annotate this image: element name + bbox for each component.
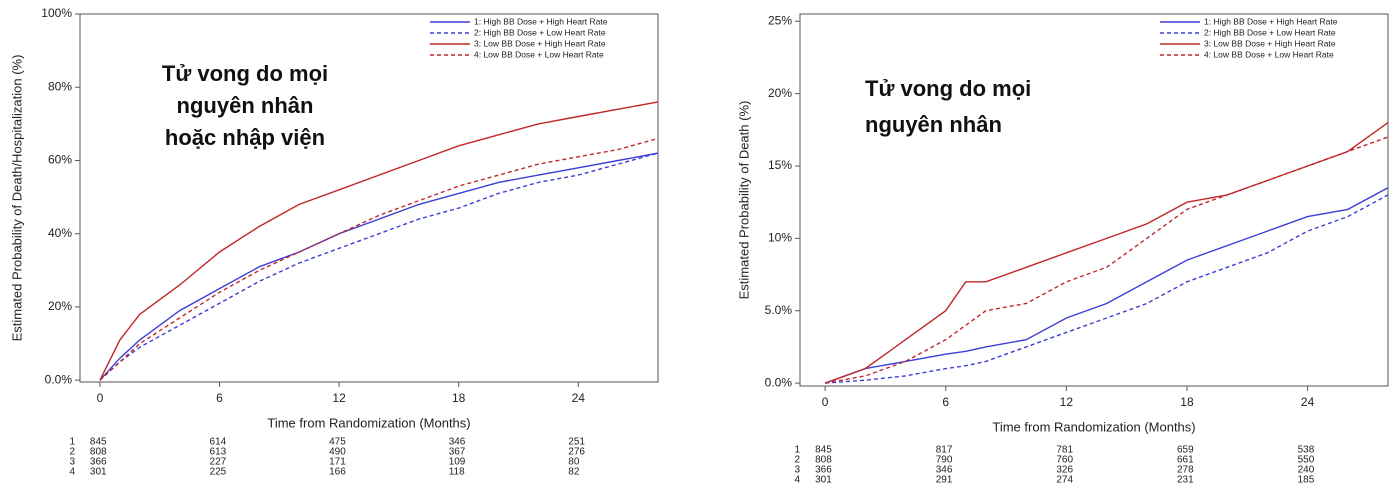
risk-count: 301 [90,467,107,478]
y-tick-label: 0.0% [45,372,73,386]
series-line [100,153,658,380]
y-tick-label: 60% [48,153,72,167]
annotation: Tử vong do mọi [162,61,328,86]
y-tick-label: 10% [768,231,792,245]
annotation: Tử vong do mọi [865,76,1031,101]
y-tick-label: 15% [768,158,792,172]
risk-count: 225 [210,467,227,478]
legend-label: 2: High BB Dose + Low Heart Rate [1204,27,1336,37]
risk-count: 291 [936,475,953,486]
y-tick-label: 20% [768,86,792,100]
x-tick-label: 24 [572,391,586,405]
y-axis-label: Estimated Probability of Death (%) [736,101,751,300]
x-axis-label: Time from Randomization (Months) [267,415,470,430]
x-tick-label: 6 [216,391,223,405]
annotation: nguyên nhân [177,93,314,118]
risk-count: 231 [1177,475,1194,486]
x-tick-label: 0 [97,391,104,405]
risk-count: 185 [1298,475,1315,486]
x-tick-label: 18 [1180,395,1194,409]
page: {"chart_data": [ {"type": "line", "y_lab… [0,0,1393,490]
x-tick-label: 12 [1060,395,1074,409]
risk-count: 274 [1056,475,1073,486]
annotation: hoặc nhập viện [165,125,325,150]
series-line [825,123,1388,384]
y-axis-label: Estimated Probability of Death/Hospitali… [9,55,24,342]
risk-count: 118 [449,467,465,478]
series-line [825,195,1388,383]
x-tick-label: 24 [1301,395,1315,409]
legend-label: 2: High BB Dose + Low Heart Rate [474,27,606,37]
legend-label: 3: Low BB Dose + High Heart Rate [1204,38,1336,48]
y-tick-label: 5.0% [765,303,793,317]
legend-label: 3: Low BB Dose + High Heart Rate [474,38,606,48]
x-tick-label: 12 [332,391,346,405]
series-line [100,153,658,380]
risk-row-label: 4 [794,475,800,486]
y-tick-label: 40% [48,226,72,240]
x-tick-label: 0 [822,395,829,409]
x-tick-label: 18 [452,391,466,405]
plot-frame [800,14,1388,386]
series-line [825,188,1388,383]
risk-count: 82 [568,467,580,478]
legend-label: 1: High BB Dose + High Heart Rate [474,16,608,26]
x-tick-label: 6 [942,395,949,409]
risk-row-label: 4 [69,467,75,478]
risk-count: 301 [815,475,832,486]
y-tick-label: 0.0% [765,375,793,389]
y-tick-label: 20% [48,299,72,313]
chart: 0.0% 20% 40% 60% 80% 100% 0 6 12 18 24 Estimated Pr… [0,0,1393,490]
legend-label: 1: High BB Dose + High Heart Rate [1204,16,1338,26]
series-line [825,137,1388,383]
y-tick-label: 25% [768,13,792,27]
risk-count: 166 [329,467,346,478]
y-tick-label: 80% [48,79,72,93]
x-axis-label: Time from Randomization (Months) [992,419,1195,434]
legend-label: 4: Low BB Dose + Low Heart Rate [474,49,604,59]
legend-label: 4: Low BB Dose + Low Heart Rate [1204,49,1334,59]
annotation: nguyên nhân [865,112,1002,137]
y-tick-label: 100% [41,6,72,20]
